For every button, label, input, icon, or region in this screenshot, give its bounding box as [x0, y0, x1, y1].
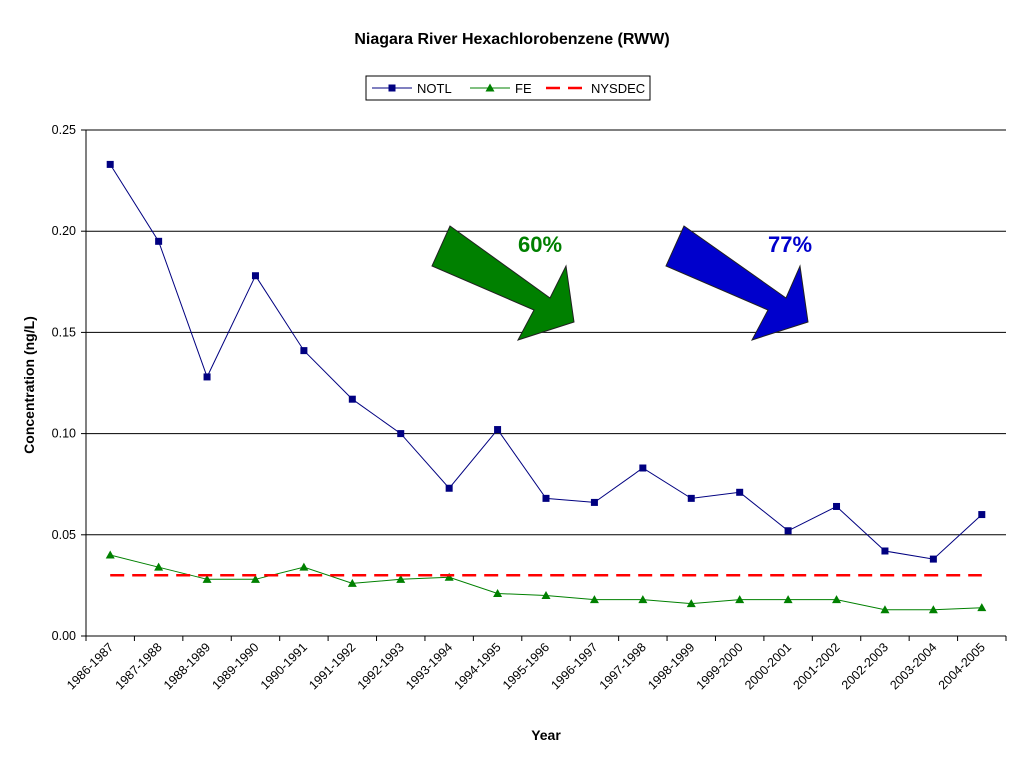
data-point — [348, 395, 356, 403]
data-point — [203, 373, 211, 381]
x-tick-label: 1996-1997 — [548, 640, 600, 692]
x-tick-label: 1998-1999 — [645, 640, 697, 692]
data-point — [977, 603, 987, 612]
data-point — [300, 347, 308, 355]
data-point — [105, 550, 115, 559]
data-point — [928, 605, 938, 614]
y-tick-label: 0.00 — [52, 629, 76, 643]
legend: NOTL FE NYSDEC — [365, 75, 651, 101]
x-tick-label: 1992-1993 — [355, 640, 407, 692]
series-line — [110, 554, 982, 611]
y-tick-label: 0.25 — [52, 123, 76, 137]
data-point — [154, 562, 164, 571]
data-point — [832, 595, 842, 604]
data-point — [445, 484, 453, 492]
x-tick-label: 1990-1991 — [258, 640, 310, 692]
data-point — [929, 555, 937, 563]
data-point — [784, 527, 792, 535]
data-point — [783, 595, 793, 604]
series-notl — [106, 160, 986, 563]
x-tick-label: 1987-1988 — [113, 640, 165, 692]
x-tick-label: 1997-1998 — [597, 640, 649, 692]
data-point — [202, 574, 212, 583]
chart-title: Niagara River Hexachlorobenzene (RWW) — [354, 31, 669, 48]
legend-label: NYSDEC — [591, 81, 645, 96]
x-tick-label: 2002-2003 — [839, 640, 891, 692]
x-tick-label: 2001-2002 — [790, 640, 842, 692]
legend-label: FE — [515, 81, 532, 96]
data-point — [444, 572, 454, 581]
data-point — [106, 160, 114, 168]
y-tick-label: 0.10 — [52, 427, 76, 441]
data-point — [299, 562, 309, 571]
y-tick-label: 0.05 — [52, 528, 76, 542]
data-point — [638, 595, 648, 604]
annotation-label: 60% — [518, 232, 562, 257]
data-point — [978, 511, 986, 519]
data-point — [494, 426, 502, 434]
data-point — [541, 591, 551, 600]
y-tick-label: 0.15 — [52, 325, 76, 339]
data-point — [155, 237, 163, 245]
data-point — [833, 502, 841, 510]
x-tick-label: 1995-1996 — [500, 640, 552, 692]
legend-label: NOTL — [417, 81, 452, 96]
annotation-label: 77% — [768, 232, 812, 257]
data-point — [590, 498, 598, 506]
x-tick-label: 1991-1992 — [306, 640, 358, 692]
annotation-arrow — [431, 225, 575, 341]
data-point — [250, 574, 260, 583]
legend-marker — [388, 84, 396, 92]
data-point — [589, 595, 599, 604]
data-point — [735, 595, 745, 604]
data-point — [542, 494, 550, 502]
legend-marker — [485, 83, 495, 92]
data-point — [639, 464, 647, 472]
data-point — [396, 574, 406, 583]
x-tick-label: 2004-2005 — [936, 640, 988, 692]
x-tick-label: 1988-1989 — [161, 640, 213, 692]
series-fe — [105, 550, 987, 614]
data-point — [397, 430, 405, 438]
x-tick-label: 1994-1995 — [452, 640, 504, 692]
data-point — [251, 272, 259, 280]
data-point — [686, 599, 696, 608]
x-tick-label: 1993-1994 — [403, 640, 455, 692]
axes — [85, 130, 1006, 637]
x-tick-label: 2003-2004 — [887, 640, 939, 692]
x-tick-label: 1989-1990 — [209, 640, 261, 692]
y-tick-label: 0.20 — [52, 224, 76, 238]
data-point — [687, 494, 695, 502]
x-tick-labels: 1986-19871987-19881988-19891989-19901990… — [64, 636, 1007, 692]
data-point — [880, 605, 890, 614]
x-tick-label: 1986-1987 — [64, 640, 116, 692]
data-point — [347, 578, 357, 587]
annotations: 60% 77% — [431, 225, 812, 341]
x-axis-title: Year — [531, 727, 561, 743]
annotation-arrow — [665, 225, 809, 341]
y-tick-labels: 0.00 0.05 0.10 0.15 0.20 0.25 — [52, 123, 86, 643]
x-tick-label: 1999-2000 — [694, 640, 746, 692]
y-axis-title: Concentration (ng/L) — [21, 316, 37, 454]
series-group — [105, 160, 987, 614]
x-tick-label: 2000-2001 — [742, 640, 794, 692]
data-point — [493, 588, 503, 597]
gridlines — [86, 129, 1006, 536]
data-point — [736, 488, 744, 496]
data-point — [881, 547, 889, 555]
